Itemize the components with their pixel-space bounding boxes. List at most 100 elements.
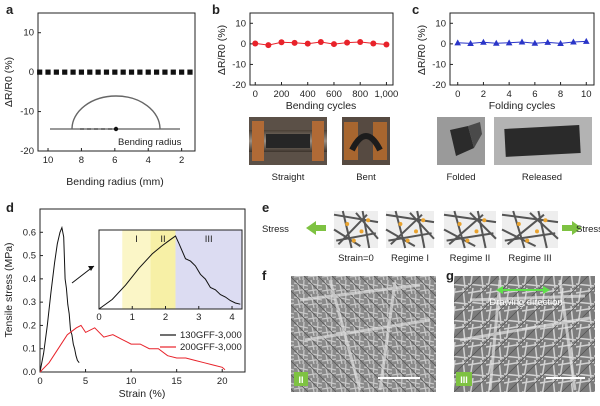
bending-radius-schematic: Bending radius [50,95,182,148]
data-point [570,38,577,45]
data-point [87,69,93,75]
panel-a-letter: a [6,2,14,17]
inset-region-label: I [135,234,138,245]
network-contact [366,218,371,223]
y-tick-label: 0.2 [23,320,36,331]
regime-badge-f [294,372,308,386]
x-tick-label: 6 [112,155,117,166]
panel-a-frame [37,12,196,152]
data-point [505,39,513,46]
y-tick-label: 10 [435,18,446,29]
drawing-direction-label: Drawing direction [489,297,562,308]
y-tick-label: -10 [432,59,446,70]
panel-f-letter: f [262,268,267,283]
panel-d-x-ticks: 0 5 10 15 20 [37,369,228,387]
network-flake [512,210,526,249]
data-point [531,39,539,46]
x-tick-label: 8 [79,155,84,166]
network-flake [501,228,537,248]
network-1 [385,210,435,249]
data-point [45,69,51,75]
y-tick-label: 0.6 [23,227,36,238]
network-flake [501,213,559,224]
panel-c-letter: c [412,2,419,17]
panel-c-y-label: ΔR/R0 (%) [416,25,428,75]
network-3 [501,210,559,249]
panel-a-data-points [37,69,193,75]
data-point [344,39,351,46]
stress-left-arrow-icon [306,221,326,235]
panel-c-y-ticks: -20 -10 0 10 [432,18,453,91]
regime-badge-g-label: III [460,375,468,385]
data-point [78,69,85,75]
panel-c-x-label: Folding cycles [489,100,556,112]
panel-d-letter: d [6,200,14,215]
network-flake [385,228,416,248]
panel-d-y-ticks: 0.0 0.1 0.2 0.3 0.4 0.5 0.6 [23,227,43,378]
photo-label-released: Released [522,172,562,183]
network-flake [443,228,476,248]
x-tick-label: 0 [253,89,258,100]
data-point [383,41,390,48]
panel-e: e Stress Stress Strain=0 Regime I Regime… [262,200,600,264]
panel-c-frame [449,12,595,86]
network-flake [385,213,435,224]
inset-region-label: III [205,234,213,245]
network-contact [359,229,364,234]
network-flake [390,213,423,246]
data-point [582,37,590,44]
photo-released [494,117,592,165]
inset-series [98,235,241,310]
y-tick-label: -20 [232,80,246,91]
network-contact [525,238,530,243]
regime-label-0: Strain=0 [338,253,374,264]
y-tick-label: 0.3 [23,297,36,308]
data-point [330,41,337,48]
drawing-direction-arrowhead-right [543,286,550,294]
network-contact [535,229,539,234]
panel-d: d 0.00.10.20.30.40.50.6 0 5 10 15 20 Strain … [3,200,246,400]
data-point [95,69,101,75]
regime-label-2: Regime II [450,253,491,264]
inset-x-tick-label: 4 [229,312,234,323]
data-point [103,69,110,75]
legend-label-200gff: 200GFF-3,000 [180,342,242,353]
inset-regions: I II III [122,230,242,309]
data-point [162,69,168,75]
panel-b-x-ticks: 0 200 400 600 800 1,000 [253,82,398,100]
network-flake [448,213,484,246]
x-tick-label: 8 [558,89,563,100]
data-point [179,69,185,75]
panel-a-y-label: ΔR/R0 (%) [3,57,15,107]
y-tick-label: 10 [23,28,34,39]
panel-b-y-ticks: -20 -10 0 10 [232,18,253,91]
panel-d-frame [39,208,246,373]
inset-series-line [98,235,241,310]
photo-label-bent: Bent [356,172,376,183]
network-contact [465,238,470,243]
panel-d-legend: 130GFF-3,000 200GFF-3,000 [160,330,242,353]
y-tick-label: -10 [232,59,246,70]
data-point [252,40,259,47]
y-tick-label: 0.1 [23,344,36,355]
x-tick-label: 20 [217,376,228,387]
data-point [170,69,176,75]
stress-right-arrow-icon [562,221,582,235]
network-flake [453,210,466,249]
panel-g: g Drawing direction III [446,268,595,392]
series-line-0 [39,225,80,373]
network-flake [443,213,497,224]
panel-a-x-label: Bending radius (mm) [66,176,163,188]
data-point [317,39,324,46]
panel-d-y-label: Tensile stress (MPa) [3,242,15,337]
photo-label-folded: Folded [446,172,475,183]
data-point [492,39,500,46]
data-point [37,69,43,75]
network-contact [351,238,356,243]
network-contact [457,221,462,226]
data-point [112,69,118,75]
panel-a: a -20 -10 0 10 10 8 6 4 2 Bending radius (mm) Δ… [3,2,196,188]
photo-label-straight: Straight [272,172,305,183]
y-tick-label: 0.5 [23,251,36,262]
x-tick-label: 2 [481,89,486,100]
